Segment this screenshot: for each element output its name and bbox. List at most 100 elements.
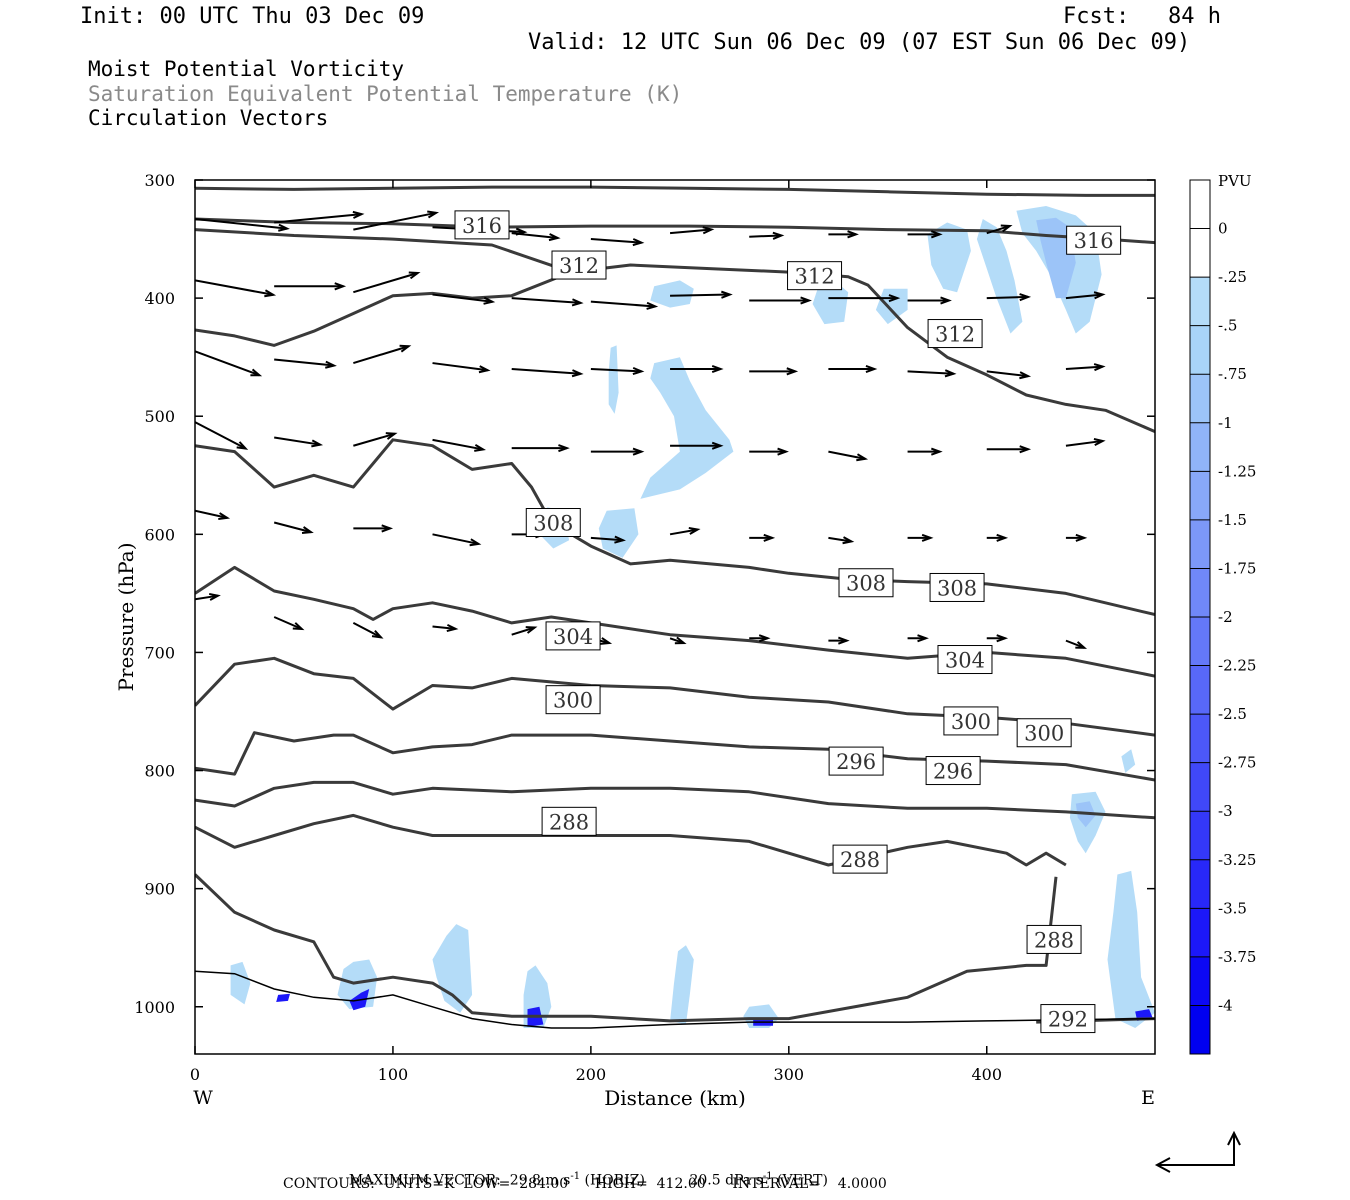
circulation-vector-69 <box>986 634 1009 643</box>
field-title-theta: Saturation Equivalent Potential Temperat… <box>88 82 683 106</box>
field-title-vectors: Circulation Vectors <box>88 106 329 130</box>
circulation-vector-6 <box>669 226 715 235</box>
svg-text:312: 312 <box>794 265 834 289</box>
contour-label-0: 316 <box>454 210 510 240</box>
circulation-vector-43 <box>828 450 869 462</box>
colorbar-label-11: -2.75 <box>1218 754 1256 772</box>
colorbar-label-7: -1.75 <box>1218 559 1256 577</box>
contour-label-12: 300 <box>1016 718 1072 748</box>
y-tick-label-800: 800 <box>144 762 175 781</box>
colorbar-label-14: -3.5 <box>1218 899 1247 917</box>
circulation-vector-27 <box>511 367 584 378</box>
pv-region-7 <box>640 357 734 499</box>
svg-text:300: 300 <box>553 689 593 713</box>
contour-label-9: 304 <box>937 645 993 675</box>
circulation-vector-5 <box>590 238 645 247</box>
contour-label-13: 296 <box>828 746 884 776</box>
circulation-vector-23 <box>195 350 263 377</box>
colorbar-swatch-7 <box>1190 519 1210 569</box>
colorbar-label-0: 0 <box>1218 220 1228 238</box>
pv-region-1 <box>976 219 1023 334</box>
colorbar-swatch-15 <box>1190 908 1210 957</box>
colorbar-label-16: -4 <box>1218 996 1233 1014</box>
colorbar: 0 -.25 -.5 -.75 -1 -1.25 -1.5 -1.75 -2 -2.25 -2.5 -… <box>1189 179 1256 1055</box>
circulation-vector-22 <box>1065 291 1106 300</box>
contour-label-17: 288 <box>1026 924 1082 954</box>
pv-region-13 <box>1107 870 1155 1028</box>
reference-vector-icon <box>1154 1130 1241 1173</box>
circulation-vector-19 <box>828 294 901 303</box>
colorbar-units: PVU <box>1218 172 1252 190</box>
svg-text:300: 300 <box>1024 722 1064 746</box>
circulation-vector-8 <box>828 230 859 239</box>
colorbar-swatch-9 <box>1190 617 1210 666</box>
pv-region-18 <box>670 945 694 1025</box>
pv-region-10 <box>598 508 639 558</box>
svg-text:288: 288 <box>549 810 589 834</box>
pv-region-0 <box>927 222 971 293</box>
contour-label-14: 296 <box>925 756 981 786</box>
circulation-vector-1 <box>274 210 365 224</box>
circulation-vector-33 <box>986 370 1032 380</box>
colorbar-swatch-10 <box>1190 665 1210 715</box>
colorbar-label-6: -1.5 <box>1218 511 1247 529</box>
circulation-vector-11 <box>195 279 277 298</box>
circulation-vector-40 <box>590 447 645 456</box>
colorbar-label-13: -3.25 <box>1218 851 1256 869</box>
pv-region-5 <box>812 283 849 325</box>
circulation-vector-47 <box>195 509 231 521</box>
colorbar-label-2: -.5 <box>1218 317 1237 335</box>
forecast-label: Fcst: <box>1063 4 1130 29</box>
x-tick-label-300: 300 <box>774 1065 805 1084</box>
circulation-vector-24 <box>274 358 337 369</box>
contour-label-8: 304 <box>545 621 601 651</box>
svg-text:288: 288 <box>1034 928 1074 952</box>
circulation-vector-35 <box>195 421 249 450</box>
x-tick-label-200: 200 <box>576 1065 607 1084</box>
circulation-vector-39 <box>511 444 570 453</box>
circulation-vector-58 <box>1065 533 1088 542</box>
x-end-left-label: W <box>193 1087 213 1109</box>
circulation-vector-18 <box>749 296 812 305</box>
circulation-vector-54 <box>749 533 776 542</box>
circulation-vector-21 <box>986 293 1032 302</box>
colorbar-label-4: -1 <box>1218 414 1233 432</box>
valid-time: Valid: 12 UTC Sun 06 Dec 09 (07 EST Sun … <box>528 30 1191 55</box>
circulation-vector-9 <box>907 230 943 239</box>
contour-label-1: 312 <box>551 250 607 280</box>
y-tick-label-900: 900 <box>144 880 175 899</box>
colorbar-swatch-4 <box>1190 374 1210 423</box>
svg-text:308: 308 <box>533 512 573 536</box>
circulation-vector-34 <box>1065 363 1106 372</box>
circulation-vector-36 <box>274 436 324 448</box>
circulation-vector-48 <box>273 521 314 534</box>
circulation-vector-2 <box>353 210 440 231</box>
y-axis-label: Pressure (hPa) <box>114 543 138 692</box>
svg-text:296: 296 <box>836 750 876 774</box>
colorbar-label-15: -3.75 <box>1218 948 1256 966</box>
circulation-vector-52 <box>590 535 626 544</box>
x-tick-label-400: 400 <box>971 1065 1002 1084</box>
colorbar-swatch-14 <box>1190 859 1210 909</box>
colorbar-label-10: -2.5 <box>1218 705 1247 723</box>
colorbar-swatch-12 <box>1190 762 1210 812</box>
vert-exponent: -1 <box>762 1171 773 1182</box>
horiz-tag: (HORIZ) <box>584 1172 645 1189</box>
circulation-vector-17 <box>670 290 733 299</box>
colorbar-swatch-0 <box>1190 180 1210 229</box>
circulation-vector-13 <box>353 271 421 294</box>
circulation-vector-30 <box>749 367 799 376</box>
theta-contour-288-10 <box>195 873 1058 1023</box>
plot-frame <box>194 179 1156 1055</box>
circulation-vector-20 <box>907 296 952 305</box>
circulation-vector-25 <box>353 344 412 365</box>
contour-label-5: 308 <box>525 508 581 538</box>
circulation-vector-29 <box>670 364 724 373</box>
vert-tag: (VERT) <box>777 1172 828 1189</box>
contour-label-10: 300 <box>545 685 601 715</box>
pv-region-25 <box>276 993 290 1002</box>
circulation-vector-7 <box>749 231 785 240</box>
init-time: Init: 00 UTC Thu 03 Dec 09 <box>80 4 425 29</box>
y-tick-label-700: 700 <box>144 643 175 662</box>
contour-label-2: 312 <box>787 261 843 291</box>
